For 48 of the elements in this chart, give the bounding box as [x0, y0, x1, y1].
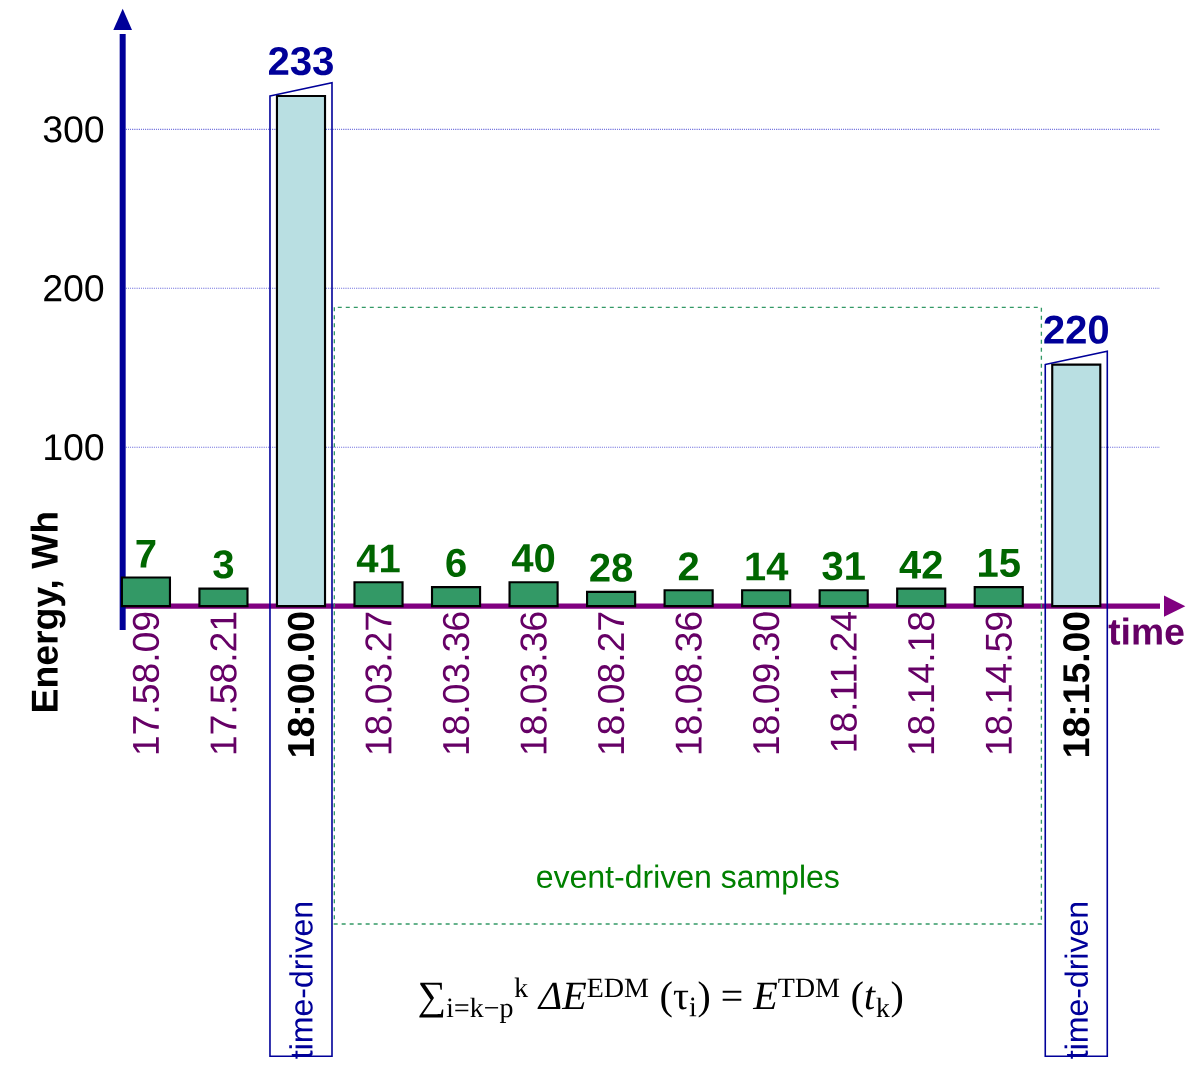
annotation: 31 — [822, 551, 865, 581]
bar — [896, 587, 947, 608]
bar — [275, 94, 327, 608]
x-tick-label: 17.58.09 — [132, 612, 160, 754]
text: time-driven — [289, 903, 313, 1059]
text: ∑$_{i=k−p}$$^{k}$ ΔE$^{EDM}$ (τ$_{i}$) = E$^{TDM}$ (t$_{k}$) — [419, 977, 903, 1024]
text: time-driven — [1064, 903, 1089, 1059]
annotation: 3 — [213, 550, 234, 579]
x-axis-title: time — [1108, 617, 1184, 645]
x-tick-label: 18.14.59 — [985, 612, 1012, 754]
bar — [198, 587, 249, 608]
x-tick-label: 18.11.24 — [830, 611, 857, 751]
y-axis-title: Energy, Wh — [30, 513, 66, 711]
x-tick-label: 18.03.27 — [365, 612, 392, 754]
x-tick-label: 18:15.00 — [1063, 612, 1090, 756]
x-tick-label: 18.08.36 — [675, 612, 702, 754]
annotation: 40 — [511, 543, 555, 573]
annotation: 14 — [746, 552, 789, 581]
annotation: 42 — [899, 550, 942, 579]
x-tick-label: 18.08.27 — [597, 612, 625, 754]
annotation: 7 — [136, 539, 156, 568]
y-tick-label: 100 — [45, 434, 104, 461]
x-tick-label: 18.03.36 — [520, 612, 547, 754]
bar — [353, 581, 404, 608]
annotation: 41 — [356, 544, 400, 573]
bar — [973, 586, 1024, 608]
text: event-driven samples — [537, 864, 839, 895]
bar — [120, 576, 172, 608]
bar — [663, 589, 714, 608]
bar — [741, 589, 792, 608]
annotation: 2 — [678, 552, 699, 581]
y-tick-label: 200 — [44, 275, 104, 302]
bar — [430, 586, 482, 608]
bar — [586, 590, 637, 608]
bar — [508, 581, 559, 608]
x-tick-label: 18:00.00 — [287, 612, 315, 756]
bar — [1051, 363, 1102, 608]
bar — [818, 589, 869, 608]
x-tick-label: 18.03.36 — [442, 612, 470, 754]
annotation: 6 — [446, 548, 466, 578]
annotation: 15 — [979, 549, 1020, 578]
x-tick-label: 18.14.18 — [908, 612, 935, 754]
annotation: 233 — [269, 46, 333, 76]
annotation: 28 — [590, 553, 633, 582]
annotation: 220 — [1044, 315, 1108, 344]
x-tick-label: 17.58.21 — [210, 612, 237, 754]
y-tick-label: 300 — [43, 116, 104, 143]
x-tick-label: 18.09.30 — [752, 612, 780, 754]
